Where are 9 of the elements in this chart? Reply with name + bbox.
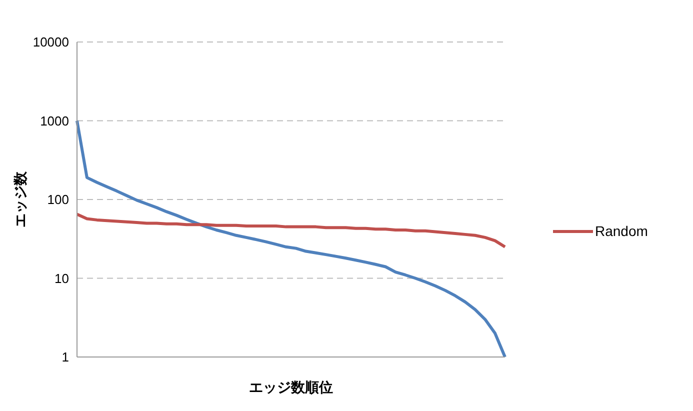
y-tick-label: 100	[47, 192, 69, 208]
legend-label: Random	[595, 223, 648, 239]
y-tick-label: 10	[54, 270, 69, 286]
y-tick-label: 10000	[32, 34, 69, 50]
y-tick-label: 1	[62, 350, 69, 365]
y-axis-title: エッジ数	[12, 170, 29, 228]
line-series	[76, 212, 506, 248]
x-axis-title: エッジ数順位	[249, 380, 333, 396]
y-tick-label: 1000	[40, 113, 69, 128]
